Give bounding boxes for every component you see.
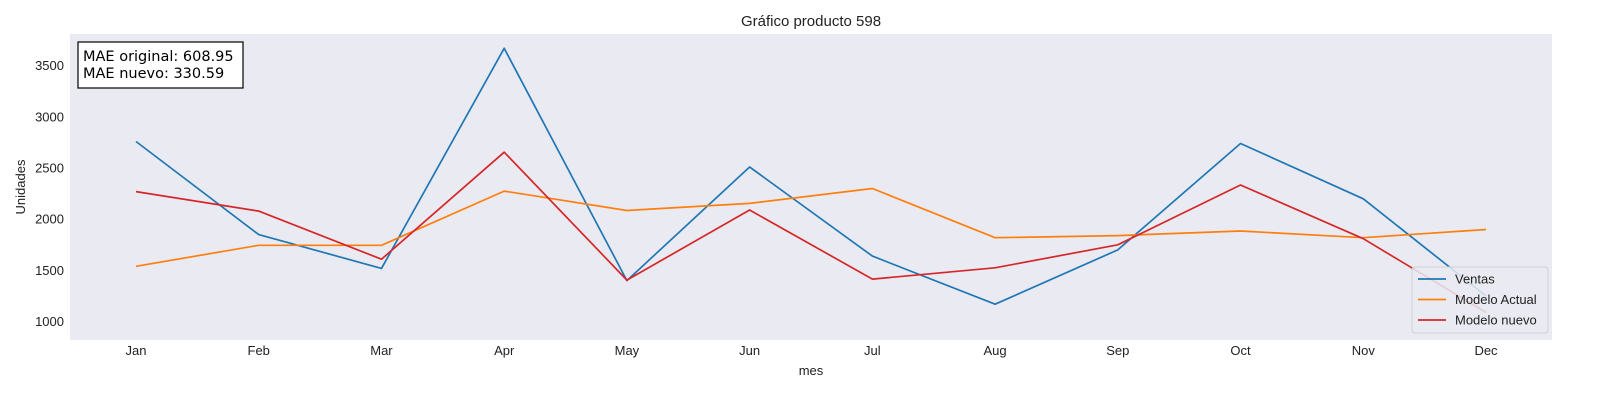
x-tick-label: Oct: [1230, 343, 1251, 358]
y-tick-label: 1000: [35, 314, 64, 329]
annotation-mae-original: MAE original: 608.95: [83, 49, 234, 65]
x-tick-label: Mar: [370, 343, 393, 358]
y-tick-label: 2000: [35, 212, 64, 227]
legend: Ventas Modelo Actual Modelo nuevo: [1411, 266, 1549, 334]
annotation-mae-nuevo: MAE nuevo: 330.59: [83, 66, 224, 82]
y-tick-label: 1500: [35, 263, 64, 278]
x-tick-label: Aug: [984, 343, 1007, 358]
x-tick-label: Apr: [494, 343, 515, 358]
annotation-frame: [77, 41, 244, 89]
x-tick-label: Dec: [1474, 343, 1498, 358]
series-line-1: [135, 187, 1487, 268]
x-tick-label: Jul: [864, 343, 881, 358]
legend-frame: [1411, 266, 1549, 334]
x-tick-label: Feb: [248, 343, 270, 358]
x-tick-label: Sep: [1106, 343, 1129, 358]
x-axis-label: mes: [799, 363, 824, 378]
plot-area: [70, 34, 1552, 340]
y-tick-label: 2500: [35, 161, 64, 176]
x-tick-label: Jun: [739, 343, 760, 358]
chart-title: Gráfico producto 598: [741, 13, 881, 30]
x-tick-label: May: [615, 343, 640, 358]
y-axis-ticks: 1000 1500 2000 2500 3000 3500: [35, 58, 64, 329]
mae-annotation: MAE original: 608.95 MAE nuevo: 330.59: [77, 41, 244, 89]
series-line-0: [135, 47, 1487, 306]
y-axis-label: Unidades: [13, 159, 28, 214]
legend-label: Ventas: [1455, 272, 1495, 287]
x-tick-label: Jan: [126, 343, 147, 358]
y-tick-label: 3500: [35, 58, 64, 73]
legend-label: Modelo nuevo: [1455, 313, 1537, 328]
series-layer: [135, 47, 1487, 314]
y-tick-label: 3000: [35, 109, 64, 124]
series-line-2: [135, 151, 1487, 314]
x-tick-label: Nov: [1352, 343, 1376, 358]
legend-label: Modelo Actual: [1455, 292, 1537, 307]
x-axis-ticks: Jan Feb Mar Apr May Jun Jul Aug Sep Oct Nov Dec: [126, 343, 1499, 358]
